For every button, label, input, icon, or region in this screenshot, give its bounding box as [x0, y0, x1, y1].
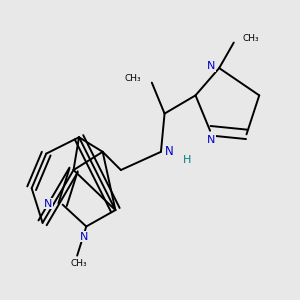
Text: CH₃: CH₃ — [243, 34, 260, 43]
Text: CH₃: CH₃ — [71, 259, 87, 268]
Text: CH₃: CH₃ — [124, 74, 141, 83]
Text: N: N — [207, 135, 215, 145]
Text: N: N — [165, 145, 174, 158]
Text: H: H — [183, 155, 191, 165]
Text: N: N — [80, 232, 88, 242]
Text: N: N — [207, 61, 215, 71]
Text: N: N — [44, 199, 52, 209]
